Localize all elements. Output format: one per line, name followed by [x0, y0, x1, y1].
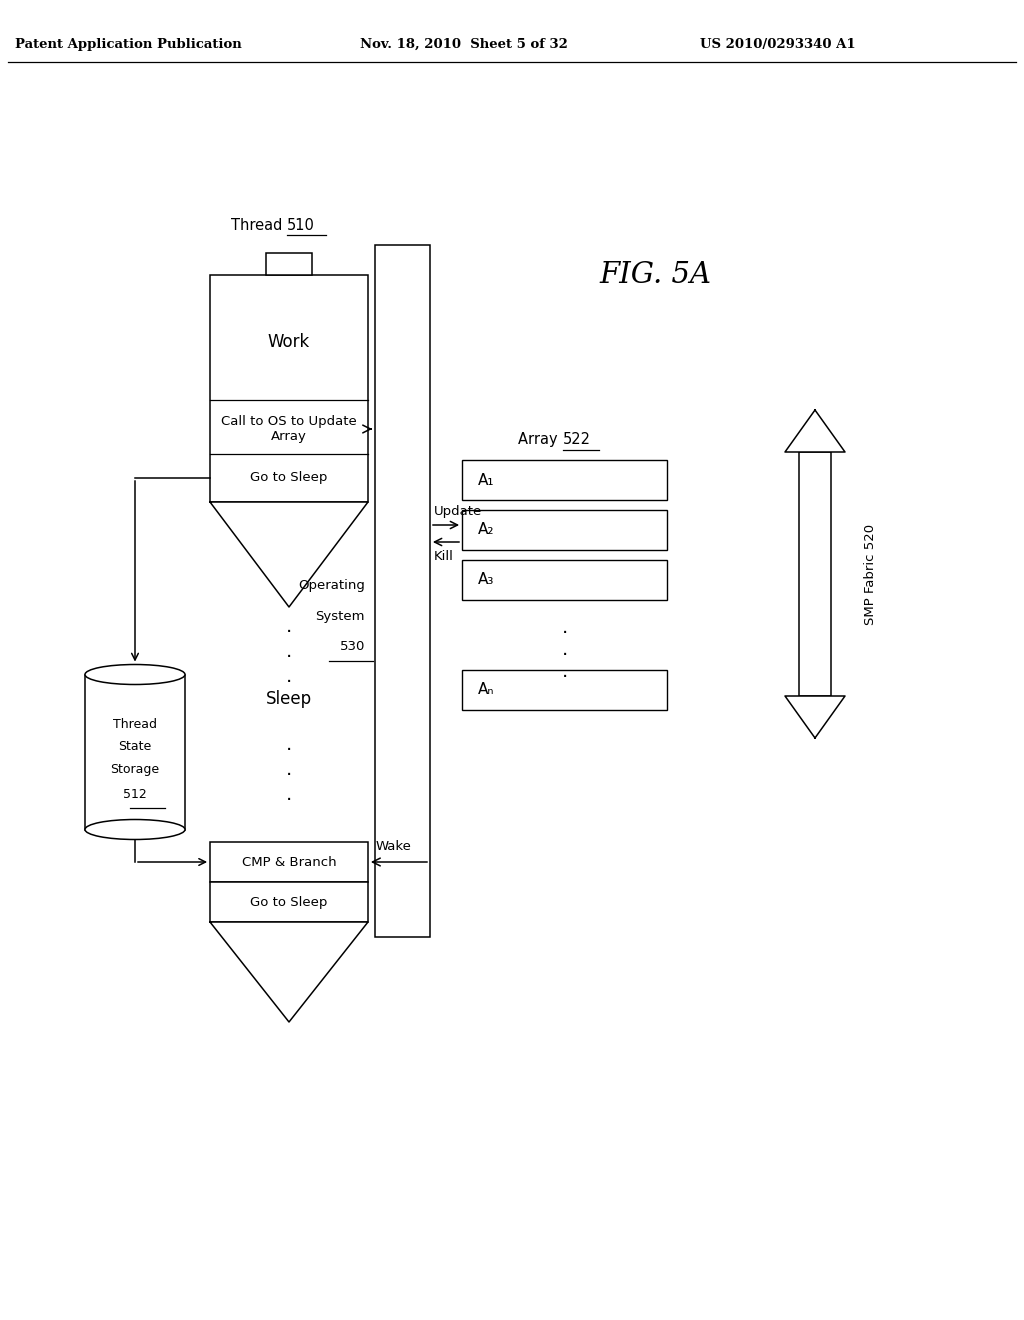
Text: FIG. 5A: FIG. 5A [599, 261, 711, 289]
Text: A₃: A₃ [478, 573, 495, 587]
Text: Nov. 18, 2010  Sheet 5 of 32: Nov. 18, 2010 Sheet 5 of 32 [360, 38, 568, 51]
Text: .: . [561, 663, 567, 681]
Bar [85, 675, 185, 829]
Ellipse shape [85, 664, 185, 685]
Text: 512: 512 [123, 788, 146, 800]
Text: .: . [561, 640, 567, 659]
Bar [210, 275, 368, 502]
Text: Call to OS to Update
Array: Call to OS to Update Array [221, 414, 357, 444]
Text: Aₙ: Aₙ [478, 682, 495, 697]
Bar [462, 671, 667, 710]
Text: Update: Update [434, 506, 482, 519]
Text: 530: 530 [340, 639, 365, 652]
Text: Go to Sleep: Go to Sleep [250, 471, 328, 484]
Text: .: . [286, 642, 292, 661]
Bar [462, 459, 667, 500]
Bar [266, 253, 312, 275]
Text: US 2010/0293340 A1: US 2010/0293340 A1 [700, 38, 856, 51]
Text: SMP Fabric 520: SMP Fabric 520 [863, 524, 877, 624]
Text: Thread: Thread [113, 718, 157, 730]
Text: 522: 522 [562, 432, 591, 447]
Polygon shape [210, 921, 368, 1022]
Text: System: System [315, 610, 365, 623]
Text: CMP & Branch: CMP & Branch [242, 855, 336, 869]
Polygon shape [785, 696, 845, 738]
Text: .: . [286, 760, 292, 779]
Text: A₁: A₁ [478, 473, 495, 487]
Bar [210, 882, 368, 921]
Text: Thread: Thread [231, 218, 287, 232]
Text: Storage: Storage [111, 763, 160, 776]
Text: .: . [286, 735, 292, 754]
Text: State: State [119, 741, 152, 754]
Text: Go to Sleep: Go to Sleep [250, 895, 328, 908]
Text: Array: Array [518, 432, 562, 447]
Text: .: . [286, 616, 292, 636]
Text: Kill: Kill [434, 550, 454, 564]
Text: .: . [286, 667, 292, 686]
Polygon shape [210, 502, 368, 607]
Bar [375, 246, 430, 937]
Ellipse shape [85, 820, 185, 840]
Text: Wake: Wake [376, 841, 412, 854]
Text: Sleep: Sleep [266, 690, 312, 708]
Text: Patent Application Publication: Patent Application Publication [15, 38, 242, 51]
Text: .: . [286, 785, 292, 804]
Bar [210, 842, 368, 882]
Text: Operating: Operating [298, 579, 365, 593]
Bar [799, 451, 831, 696]
Text: A₂: A₂ [478, 523, 495, 537]
Text: 510: 510 [287, 218, 314, 232]
Text: Work: Work [268, 333, 310, 351]
Polygon shape [785, 411, 845, 451]
Bar [462, 510, 667, 550]
Text: .: . [561, 618, 567, 638]
Bar [462, 560, 667, 601]
